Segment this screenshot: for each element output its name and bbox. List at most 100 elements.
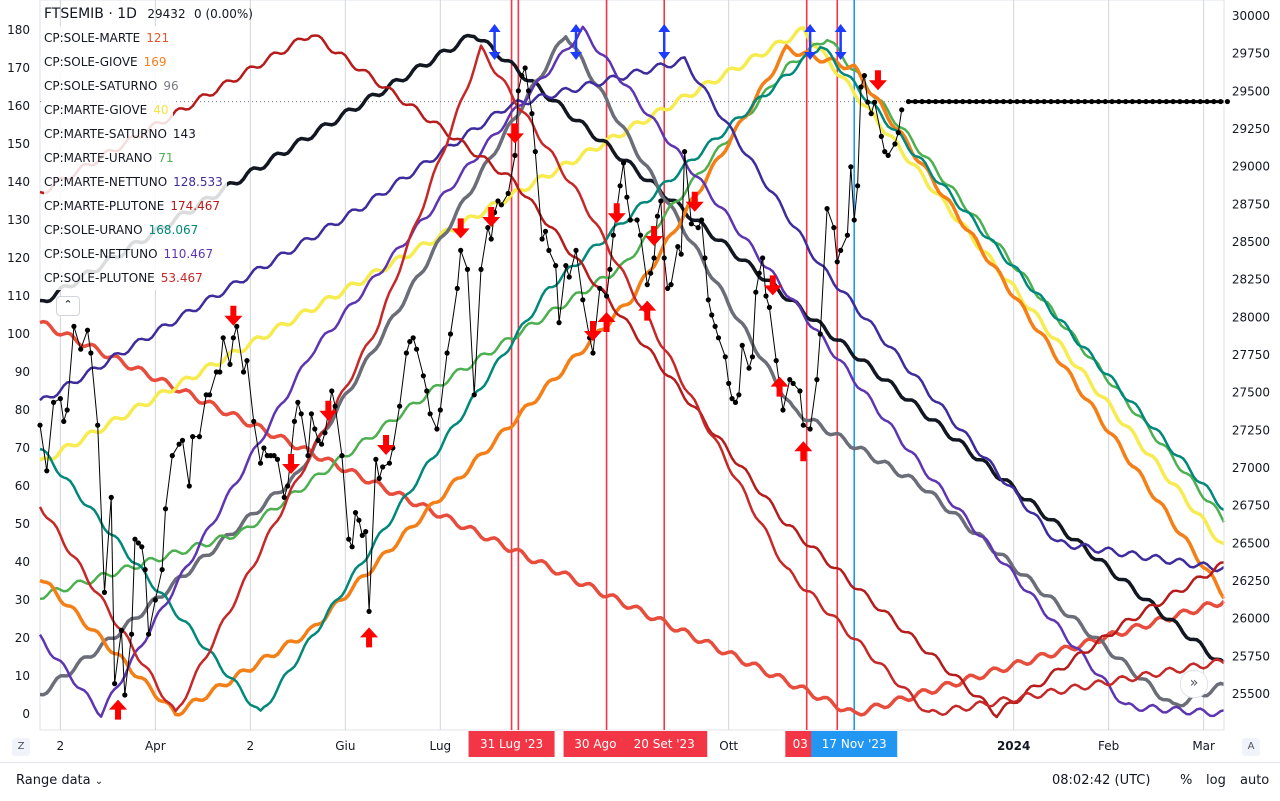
price-point	[186, 483, 192, 489]
price-point	[61, 418, 67, 424]
right-axis-tick: 29500	[1232, 84, 1270, 98]
legend-item[interactable]: CP:MARTE-SATURNO 143	[44, 122, 200, 146]
price-point	[556, 320, 562, 326]
x-axis-highlight-label-bg	[468, 731, 555, 757]
price-point	[688, 221, 694, 227]
level-point	[1143, 98, 1149, 105]
price-point	[112, 681, 118, 687]
symbol-header[interactable]: FTSEMIB · 1D 29432 0 (0.00%)	[44, 6, 253, 22]
left-axis-tick: 160	[7, 99, 30, 113]
price-point	[634, 217, 640, 223]
price-point	[580, 297, 586, 303]
bottom-toolbar: Range data ⌄ 08:02:42 (UTC) % log auto	[0, 762, 1280, 801]
right-axis-tick: 29750	[1232, 47, 1270, 61]
legend-item[interactable]: CP:SOLE-SATURNO 96	[44, 74, 183, 98]
price-point	[668, 282, 674, 288]
auto-toggle[interactable]: auto	[1240, 773, 1270, 788]
level-point	[1007, 98, 1013, 105]
timezone-corner-button[interactable]: Z	[12, 738, 30, 756]
range-date-button[interactable]: Range data ⌄	[16, 773, 103, 788]
left-axis-tick: 0	[22, 707, 30, 721]
price-point	[261, 445, 267, 451]
left-axis-tick: 80	[15, 403, 30, 417]
price-point	[322, 430, 328, 436]
legend-item[interactable]: CP:MARTE-PLUTONE 174.467	[44, 194, 224, 218]
price-point	[760, 255, 766, 261]
down-arrow-icon	[763, 275, 782, 296]
x-axis-tick: Feb	[1098, 739, 1119, 753]
price-point	[681, 149, 688, 155]
price-point	[617, 183, 623, 189]
price-point	[179, 437, 186, 443]
log-toggle[interactable]: log	[1206, 773, 1226, 788]
level-point	[1211, 98, 1217, 105]
legend-item[interactable]: CP:SOLE-URANO 168.067	[44, 218, 203, 242]
price-point	[57, 396, 63, 402]
price-point	[648, 270, 654, 276]
down-arrow-icon	[451, 218, 470, 239]
legend-item-name: CP:SOLE-MARTE	[44, 31, 141, 45]
cycle-line	[39, 26, 1225, 546]
chevron-up-icon[interactable]: ⌃	[56, 296, 80, 316]
price-point	[71, 323, 77, 329]
percent-toggle[interactable]: %	[1180, 773, 1193, 788]
legend-item-name: CP:SOLE-NETTUNO	[44, 247, 158, 261]
price-point	[885, 152, 891, 158]
interval[interactable]: 1D	[117, 6, 137, 22]
price-point	[620, 160, 627, 166]
price-point	[651, 255, 657, 261]
price-point	[454, 285, 460, 291]
price-point	[729, 396, 735, 402]
price-point	[244, 358, 250, 364]
price-point	[458, 247, 464, 253]
level-point	[1021, 98, 1027, 105]
price-point	[176, 441, 182, 447]
right-axis-tick: 27250	[1232, 423, 1270, 437]
price-point	[702, 255, 708, 261]
level-point	[912, 98, 918, 105]
price-point	[858, 84, 864, 90]
legend-item[interactable]: CP:SOLE-GIOVE 169	[44, 50, 171, 74]
legend-item[interactable]: CP:SOLE-MARTE 121	[44, 26, 174, 50]
up-arrow-icon	[597, 312, 616, 332]
price-point	[573, 247, 579, 253]
right-axis-tick: 29250	[1232, 122, 1270, 136]
price-point	[234, 323, 240, 329]
level-point	[1197, 98, 1203, 105]
x-axis-tick: Lug	[429, 739, 451, 753]
legend-item-value: 53.467	[160, 271, 203, 285]
price-point	[352, 509, 359, 516]
price-point	[332, 403, 338, 409]
double-chevron-right-icon[interactable]: »	[1180, 670, 1208, 698]
down-arrow-icon	[282, 454, 301, 474]
legend-item[interactable]: CP:MARTE-GIOVE 40	[44, 98, 173, 122]
legend-item[interactable]: CP:SOLE-PLUTONE 53.467	[44, 266, 207, 290]
price-point	[834, 259, 840, 265]
up-arrow-icon	[638, 300, 657, 321]
utc-clock[interactable]: 08:02:42 (UTC)	[1052, 773, 1151, 788]
x-axis-highlight-label-bg	[621, 731, 708, 757]
right-axis-tick: 27750	[1232, 348, 1270, 362]
left-axis-tick: 130	[7, 213, 30, 227]
price-point	[346, 536, 352, 542]
x-axis-tick: 2024	[997, 739, 1030, 753]
price-point	[495, 198, 501, 204]
right-axis-tick: 26750	[1232, 499, 1270, 513]
auto-scale-corner-button[interactable]: A	[1242, 738, 1260, 756]
legend-item[interactable]: CP:MARTE-NETTUNO 128.533	[44, 170, 227, 194]
price-point	[675, 244, 681, 250]
legend-rows: CP:SOLE-MARTE 121 CP:SOLE-GIOVE 169 CP:SOLE-…	[44, 26, 253, 290]
up-arrow-icon	[360, 627, 379, 648]
legend-item[interactable]: CP:MARTE-URANO 71	[44, 146, 178, 170]
level-point	[1102, 98, 1108, 105]
signal-arrows	[109, 24, 887, 720]
price-point	[407, 339, 413, 345]
legend-item-name: CP:SOLE-PLUTONE	[44, 271, 155, 285]
vertical-double-arrow-icon	[804, 24, 817, 60]
symbol-name[interactable]: FTSEMIB	[44, 6, 104, 22]
legend-item[interactable]: CP:SOLE-NETTUNO 110.467	[44, 242, 218, 266]
price-point	[295, 399, 301, 405]
price-point	[505, 190, 511, 196]
price-point	[698, 217, 705, 223]
